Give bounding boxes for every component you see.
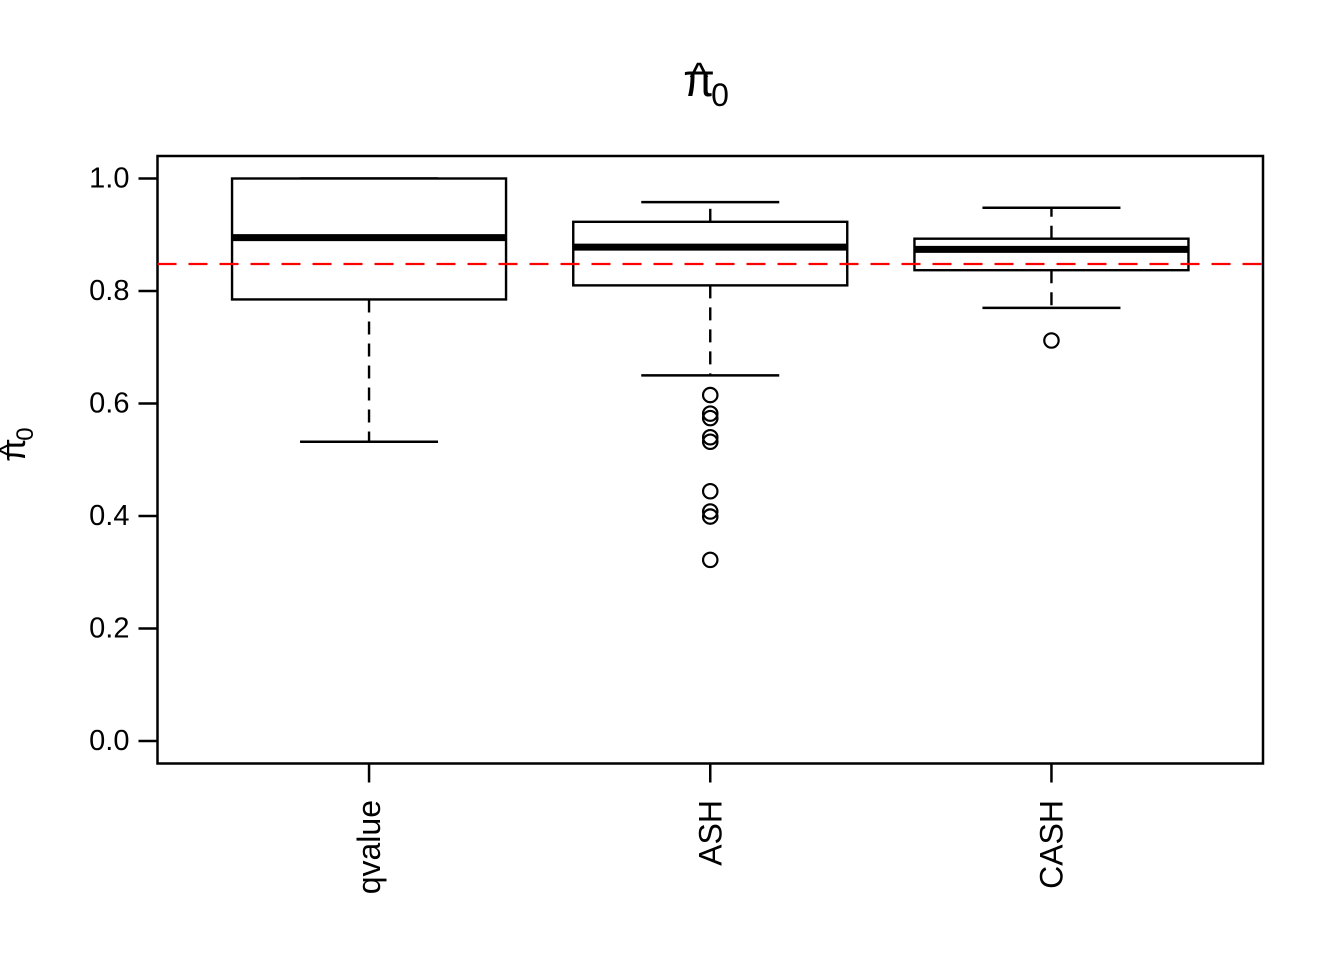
y-axis-tick-label: 0.8 xyxy=(89,275,129,307)
y-axis-tick-label: 0.4 xyxy=(89,500,129,532)
y-axis-title-hat-icon: ^ xyxy=(0,443,27,457)
boxplot-cash xyxy=(913,206,1190,349)
outlier-point-ash xyxy=(701,508,719,525)
outlier-point-ash xyxy=(701,409,719,427)
boxplot-ash xyxy=(572,200,849,569)
chart-title-base: π xyxy=(683,54,715,106)
y-axis-tick-label: 1.0 xyxy=(89,163,129,195)
y-axis-tick-label: 0.6 xyxy=(89,388,129,420)
outlier-point-ash xyxy=(701,482,719,500)
outlier-point-ash xyxy=(701,503,719,520)
box-ash xyxy=(572,220,849,287)
boxplot-qvalue xyxy=(230,177,508,444)
x-axis-label-qvalue: qvalue xyxy=(351,800,387,894)
y-axis-tick-label: 0.0 xyxy=(89,725,129,757)
chart-title-subscript: 0 xyxy=(711,77,729,113)
outlier-point-cash xyxy=(1043,332,1060,349)
box-cash xyxy=(913,237,1190,272)
chart-title-hat-icon: ^ xyxy=(690,55,709,99)
outlier-point-ash xyxy=(701,433,719,451)
outlier-point-ash xyxy=(701,405,719,422)
x-axis-label-cash: CASH xyxy=(1033,800,1069,889)
y-axis-tick-label: 0.2 xyxy=(89,613,129,645)
y-axis-title-base: π xyxy=(0,438,33,461)
outlier-point-ash xyxy=(701,428,719,446)
x-axis-label-ash: ASH xyxy=(692,800,728,866)
chart-title: π^ 0 xyxy=(683,54,729,113)
outlier-point-ash xyxy=(701,551,719,569)
outlier-point-ash xyxy=(701,386,719,404)
y-axis-title: π^ 0 xyxy=(0,427,39,461)
y-axis-title-subscript: 0 xyxy=(12,427,39,440)
